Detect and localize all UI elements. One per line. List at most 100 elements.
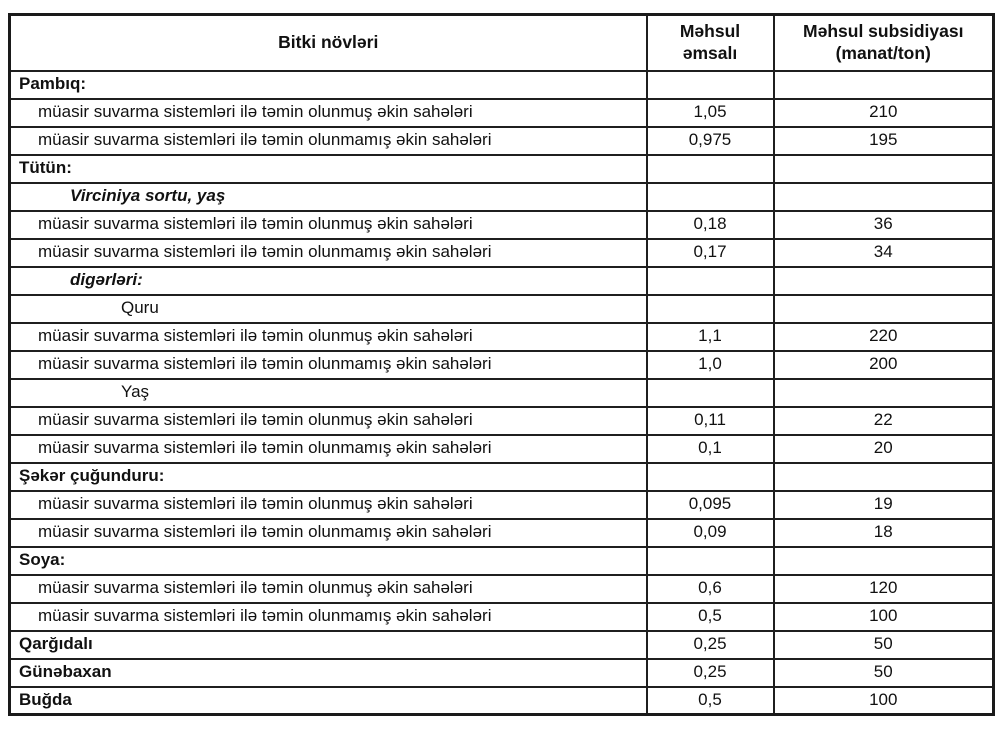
crop-label: müasir suvarma sistemləri ilə təmin olun… bbox=[8, 97, 648, 128]
crop-label: müasir suvarma sistemləri ilə təmin olun… bbox=[8, 601, 648, 632]
subsidy-value: 18 bbox=[772, 517, 995, 548]
crop-label: Şəkər çuğunduru: bbox=[8, 461, 648, 492]
table-row: Günəbaxan 0,25 50 bbox=[8, 657, 995, 688]
subsidy-value bbox=[772, 377, 995, 408]
coefficient-value bbox=[645, 153, 775, 184]
subsidy-value: 36 bbox=[772, 209, 995, 240]
crop-label: Soya: bbox=[8, 545, 648, 576]
column-header-product-subsidy: Məhsul subsidiyası (manat/ton) bbox=[772, 13, 995, 72]
coefficient-value: 0,18 bbox=[645, 209, 775, 240]
subsidy-value: 50 bbox=[772, 629, 995, 660]
table-header: Bitki növləri Məhsul əmsalı Məhsul subsi… bbox=[8, 13, 995, 72]
column-header-product-coefficient: Məhsul əmsalı bbox=[645, 13, 775, 72]
subsidy-value: 20 bbox=[772, 433, 995, 464]
coefficient-value: 0,1 bbox=[645, 433, 775, 464]
coefficient-value bbox=[645, 181, 775, 212]
subsidy-table: Bitki növləri Məhsul əmsalı Məhsul subsi… bbox=[8, 13, 995, 716]
coefficient-value bbox=[645, 461, 775, 492]
table-row: digərləri: bbox=[8, 265, 995, 296]
subsidy-value: 100 bbox=[772, 601, 995, 632]
subsidy-value bbox=[772, 293, 995, 324]
coefficient-value: 0,095 bbox=[645, 489, 775, 520]
coefficient-value: 0,17 bbox=[645, 237, 775, 268]
coefficient-value: 1,0 bbox=[645, 349, 775, 380]
coefficient-value: 0,5 bbox=[645, 685, 775, 716]
table-row: müasir suvarma sistemləri ilə təmin olun… bbox=[8, 237, 995, 268]
crop-label: müasir suvarma sistemləri ilə təmin olun… bbox=[8, 321, 648, 352]
table-row: Quru bbox=[8, 293, 995, 324]
crop-label: müasir suvarma sistemləri ilə təmin olun… bbox=[8, 237, 648, 268]
coefficient-value: 1,1 bbox=[645, 321, 775, 352]
crop-label: müasir suvarma sistemləri ilə təmin olun… bbox=[8, 573, 648, 604]
crop-label: müasir suvarma sistemləri ilə təmin olun… bbox=[8, 349, 648, 380]
coefficient-value: 0,6 bbox=[645, 573, 775, 604]
table-row: Yaş bbox=[8, 377, 995, 408]
subsidy-value: 195 bbox=[772, 125, 995, 156]
subsidy-value: 19 bbox=[772, 489, 995, 520]
table-row: müasir suvarma sistemləri ilə təmin olun… bbox=[8, 349, 995, 380]
crop-label: Yaş bbox=[8, 377, 648, 408]
subsidy-value: 200 bbox=[772, 349, 995, 380]
crop-label: Günəbaxan bbox=[8, 657, 648, 688]
crop-label: müasir suvarma sistemləri ilə təmin olun… bbox=[8, 209, 648, 240]
crop-label: müasir suvarma sistemləri ilə təmin olun… bbox=[8, 433, 648, 464]
table-row: Tütün: bbox=[8, 153, 995, 184]
coefficient-value: 0,975 bbox=[645, 125, 775, 156]
coefficient-value bbox=[645, 293, 775, 324]
coefficient-value bbox=[645, 545, 775, 576]
coefficient-value: 0,5 bbox=[645, 601, 775, 632]
crop-label: Buğda bbox=[8, 685, 648, 716]
coefficient-value: 1,05 bbox=[645, 97, 775, 128]
subsidy-value: 210 bbox=[772, 97, 995, 128]
subsidy-value bbox=[772, 545, 995, 576]
table-row: müasir suvarma sistemləri ilə təmin olun… bbox=[8, 405, 995, 436]
table-row: müasir suvarma sistemləri ilə təmin olun… bbox=[8, 209, 995, 240]
table-row: Qarğıdalı 0,25 50 bbox=[8, 629, 995, 660]
table-row: Şəkər çuğunduru: bbox=[8, 461, 995, 492]
subsidy-value: 120 bbox=[772, 573, 995, 604]
coefficient-value: 0,25 bbox=[645, 629, 775, 660]
crop-label: digərləri: bbox=[8, 265, 648, 296]
coefficient-value: 0,09 bbox=[645, 517, 775, 548]
table-row: müasir suvarma sistemləri ilə təmin olun… bbox=[8, 573, 995, 604]
table-row: müasir suvarma sistemləri ilə təmin olun… bbox=[8, 125, 995, 156]
coefficient-value bbox=[645, 377, 775, 408]
table-row: Virciniya sortu, yaş bbox=[8, 181, 995, 212]
table-body: Pambıq: müasir suvarma sistemləri ilə təm… bbox=[8, 69, 995, 716]
subsidy-value bbox=[772, 461, 995, 492]
crop-label: müasir suvarma sistemləri ilə təmin olun… bbox=[8, 517, 648, 548]
crop-label: Qarğıdalı bbox=[8, 629, 648, 660]
table-row: müasir suvarma sistemləri ilə təmin olun… bbox=[8, 517, 995, 548]
table-row: Soya: bbox=[8, 545, 995, 576]
coefficient-value: 0,25 bbox=[645, 657, 775, 688]
crop-label: müasir suvarma sistemləri ilə təmin olun… bbox=[8, 405, 648, 436]
subsidy-value: 22 bbox=[772, 405, 995, 436]
coefficient-value: 0,11 bbox=[645, 405, 775, 436]
subsidy-value bbox=[772, 265, 995, 296]
subsidy-value: 50 bbox=[772, 657, 995, 688]
subsidy-value: 220 bbox=[772, 321, 995, 352]
subsidy-value: 34 bbox=[772, 237, 995, 268]
crop-label: Quru bbox=[8, 293, 648, 324]
table-row: Pambıq: bbox=[8, 69, 995, 100]
subsidy-value bbox=[772, 153, 995, 184]
crop-label: Virciniya sortu, yaş bbox=[8, 181, 648, 212]
coefficient-value bbox=[645, 69, 775, 100]
column-header-crop-types: Bitki növləri bbox=[8, 13, 648, 72]
coefficient-value bbox=[645, 265, 775, 296]
table-row: müasir suvarma sistemləri ilə təmin olun… bbox=[8, 601, 995, 632]
header-row: Bitki növləri Məhsul əmsalı Məhsul subsi… bbox=[8, 13, 995, 72]
crop-label: müasir suvarma sistemləri ilə təmin olun… bbox=[8, 489, 648, 520]
table-row: Buğda 0,5 100 bbox=[8, 685, 995, 716]
table-row: müasir suvarma sistemləri ilə təmin olun… bbox=[8, 433, 995, 464]
subsidy-value bbox=[772, 69, 995, 100]
crop-label: müasir suvarma sistemləri ilə təmin olun… bbox=[8, 125, 648, 156]
subsidy-value bbox=[772, 181, 995, 212]
crop-label: Pambıq: bbox=[8, 69, 648, 100]
crop-label: Tütün: bbox=[8, 153, 648, 184]
subsidy-value: 100 bbox=[772, 685, 995, 716]
table-row: müasir suvarma sistemləri ilə təmin olun… bbox=[8, 321, 995, 352]
table-row: müasir suvarma sistemləri ilə təmin olun… bbox=[8, 97, 995, 128]
table-row: müasir suvarma sistemləri ilə təmin olun… bbox=[8, 489, 995, 520]
